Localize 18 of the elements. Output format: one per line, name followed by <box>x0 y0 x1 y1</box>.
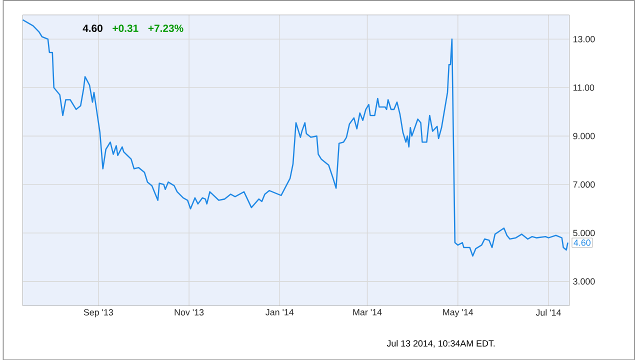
annotation: 4.60 <box>82 24 102 32</box>
y-tick-label: 5.000 <box>573 230 595 236</box>
y-tick-label: 3.000 <box>573 278 595 284</box>
y-tick-label: 11.00 <box>573 84 594 91</box>
y-tick-label: 9.000 <box>573 132 595 140</box>
x-tick-label: Nov '13 <box>174 308 204 316</box>
y-tick-label: 13.00 <box>573 36 595 42</box>
y-tick-label: 7.000 <box>573 181 595 188</box>
x-tick-label: May '14 <box>443 308 474 317</box>
annotation: +0.31 <box>112 24 138 32</box>
annotation: +7.23% <box>148 24 184 32</box>
x-tick-label: Jul '14 <box>536 308 561 316</box>
x-tick-label: Sep '13 <box>84 308 114 318</box>
line-series <box>22 18 568 256</box>
text: Jul 13 2014, 10:34AM EDT. <box>386 340 495 348</box>
x-tick-label: Jan '14 <box>266 308 294 316</box>
annotation: 4.60 <box>574 239 591 246</box>
x-tick-label: Mar '14 <box>353 308 382 316</box>
